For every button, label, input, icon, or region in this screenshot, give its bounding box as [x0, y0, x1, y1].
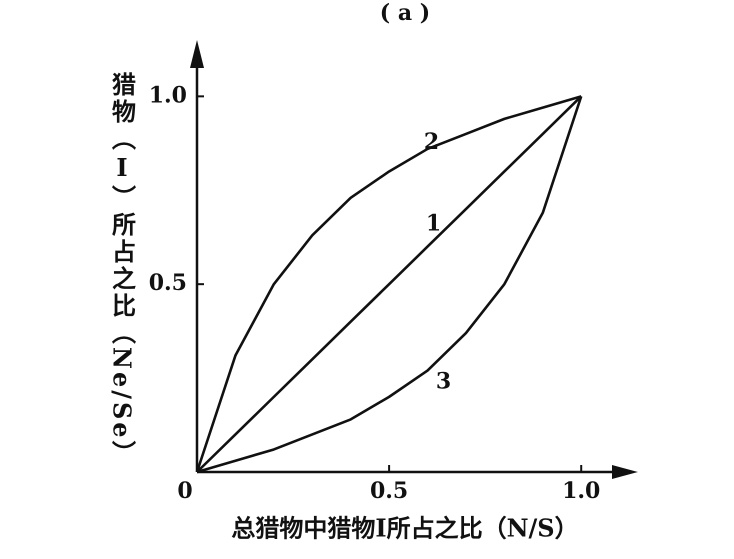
- x-tick-label: 1.0: [562, 478, 600, 504]
- series-label: 2: [424, 129, 439, 155]
- x-axis-arrow: [612, 465, 638, 479]
- series-line: [195, 95, 582, 473]
- y-axis-arrow: [190, 40, 204, 68]
- y-tick-label: 1.0: [149, 82, 187, 108]
- series-line: [196, 95, 583, 474]
- series-label: 3: [436, 369, 451, 395]
- y-axis-label: 猎物（Ⅰ）所占之比（Ne/Se）: [108, 72, 137, 468]
- x-axis-label: 总猎物中猎物Ⅰ所占之比（N/S）: [231, 514, 578, 543]
- y-tick-label: 0.5: [149, 270, 187, 296]
- chart-title: ( a ): [380, 0, 430, 26]
- x-tick-label: 0: [177, 478, 192, 504]
- series-label: 1: [426, 211, 441, 237]
- series-line: [196, 95, 583, 473]
- x-tick-label: 0.5: [370, 478, 408, 504]
